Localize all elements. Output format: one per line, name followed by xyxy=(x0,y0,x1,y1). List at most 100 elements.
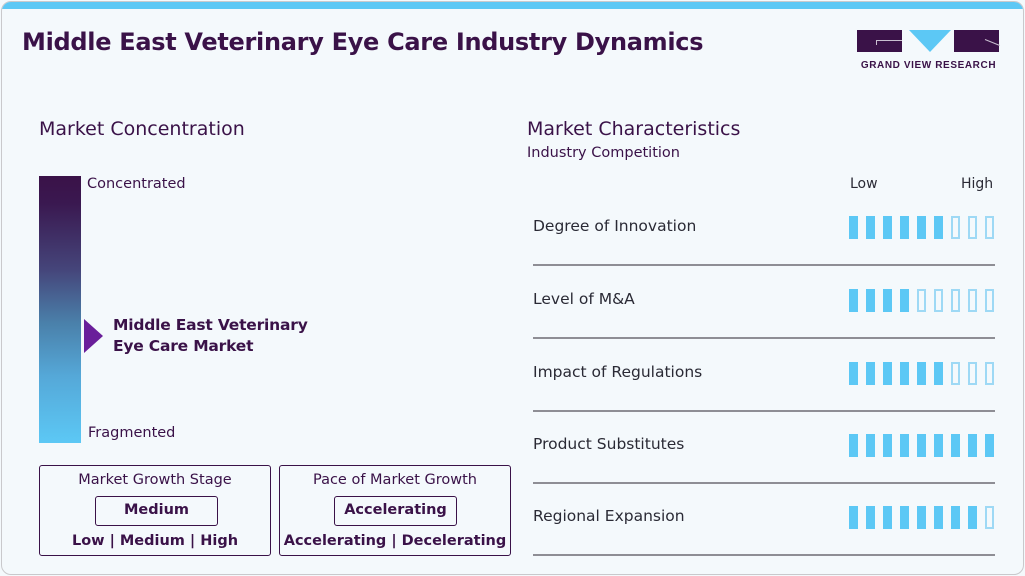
grand-view-research-logo: GRAND VIEW RESEARCH xyxy=(857,30,1001,72)
rating-meter xyxy=(849,289,994,312)
characteristic-label: Level of M&A xyxy=(533,290,635,308)
concentrated-label: Concentrated xyxy=(87,176,186,192)
meter-segment-filled xyxy=(900,434,909,457)
meter-segment-filled xyxy=(849,362,858,385)
row-divider xyxy=(533,554,995,556)
option-medium: Medium xyxy=(119,533,185,549)
meter-segment-filled xyxy=(917,362,926,385)
meter-segment-empty xyxy=(968,216,977,239)
meter-segment-filled xyxy=(951,434,960,457)
meter-segment-filled xyxy=(883,362,892,385)
market-characteristics-title: Market Characteristics xyxy=(527,118,741,140)
meter-segment-filled xyxy=(900,289,909,312)
characteristic-row: Regional Expansion xyxy=(533,506,995,574)
meter-segment-filled xyxy=(866,289,875,312)
meter-segment-empty xyxy=(951,289,960,312)
growth-stage-options: Low | Medium | High xyxy=(40,533,270,549)
meter-segment-filled xyxy=(968,434,977,457)
meter-segment-filled xyxy=(934,506,943,529)
option-high: High xyxy=(200,533,239,549)
row-divider xyxy=(533,410,995,412)
pace-of-market-growth-box: Pace of Market Growth Accelerating Accel… xyxy=(279,465,511,556)
meter-segment-filled xyxy=(900,362,909,385)
growth-stage-value: Medium xyxy=(95,496,218,526)
characteristic-row: Degree of Innovation xyxy=(533,216,995,289)
logo-text: GRAND VIEW RESEARCH xyxy=(860,60,997,71)
meter-segment-filled xyxy=(900,506,909,529)
rating-meter xyxy=(849,216,994,239)
industry-competition-subtitle: Industry Competition xyxy=(527,145,680,161)
meter-segment-filled xyxy=(883,506,892,529)
logo-g-stroke xyxy=(876,40,902,41)
meter-segment-empty xyxy=(917,289,926,312)
growth-pace-options: Accelerating | Decelerating xyxy=(280,533,510,549)
meter-segment-filled xyxy=(849,289,858,312)
meter-segment-filled xyxy=(917,216,926,239)
meter-segment-filled xyxy=(866,362,875,385)
growth-pace-value: Accelerating xyxy=(334,496,457,526)
row-divider xyxy=(533,264,995,266)
separator: | xyxy=(109,533,115,549)
characteristic-label: Product Substitutes xyxy=(533,435,685,453)
meter-segment-filled xyxy=(883,434,892,457)
meter-segment-empty xyxy=(934,289,943,312)
market-name-line-1: Middle East Veterinary xyxy=(113,316,308,334)
scale-high-label: High xyxy=(961,176,994,192)
market-position-pointer-icon xyxy=(84,319,103,353)
meter-segment-filled xyxy=(985,434,994,457)
row-divider xyxy=(533,337,995,339)
characteristic-row: Level of M&A xyxy=(533,289,995,362)
row-divider xyxy=(533,482,995,484)
characteristic-label: Impact of Regulations xyxy=(533,363,703,381)
rating-meter xyxy=(849,506,994,529)
rating-meter xyxy=(849,434,994,457)
meter-segment-filled xyxy=(917,506,926,529)
meter-segment-filled xyxy=(900,216,909,239)
top-accent-strip xyxy=(2,2,1023,9)
meter-segment-filled xyxy=(866,216,875,239)
logo-g-stroke-vertical xyxy=(876,40,877,45)
meter-segment-empty xyxy=(951,362,960,385)
scale-low-label: Low xyxy=(850,176,878,192)
meter-segment-filled xyxy=(934,434,943,457)
market-concentration-title: Market Concentration xyxy=(39,118,245,140)
meter-segment-empty xyxy=(951,216,960,239)
meter-segment-filled xyxy=(883,216,892,239)
meter-segment-filled xyxy=(866,434,875,457)
option-low: Low xyxy=(71,533,105,549)
meter-segment-empty xyxy=(985,216,994,239)
growth-stage-title: Market Growth Stage xyxy=(78,472,232,488)
separator: | xyxy=(391,533,397,549)
meter-segment-filled xyxy=(968,506,977,529)
meter-segment-empty xyxy=(985,289,994,312)
meter-segment-empty xyxy=(968,362,977,385)
meter-segment-filled xyxy=(934,216,943,239)
meter-segment-empty xyxy=(968,289,977,312)
market-position-label: Middle East Veterinary Eye Care Market xyxy=(113,315,308,357)
meter-segment-filled xyxy=(951,506,960,529)
meter-segment-empty xyxy=(985,362,994,385)
option-accelerating: Accelerating xyxy=(283,533,387,549)
option-decelerating: Decelerating xyxy=(401,533,507,549)
meter-segment-filled xyxy=(883,289,892,312)
page-title: Middle East Veterinary Eye Care Industry… xyxy=(22,28,704,56)
meter-segment-empty xyxy=(985,506,994,529)
meter-segment-filled xyxy=(866,506,875,529)
characteristic-row: Impact of Regulations xyxy=(533,362,995,435)
meter-segment-filled xyxy=(849,506,858,529)
meter-segment-filled xyxy=(934,362,943,385)
meter-segment-filled xyxy=(849,216,858,239)
meter-segment-filled xyxy=(849,434,858,457)
logo-r-block-icon xyxy=(954,30,999,52)
fragmented-label: Fragmented xyxy=(88,425,176,441)
rating-meter xyxy=(849,362,994,385)
concentration-gradient-bar xyxy=(39,176,81,443)
growth-pace-title: Pace of Market Growth xyxy=(312,472,477,488)
characteristic-row: Product Substitutes xyxy=(533,434,995,507)
logo-v-triangle-icon xyxy=(909,30,951,52)
logo-g-block-icon xyxy=(857,30,902,52)
separator: | xyxy=(189,533,196,549)
meter-segment-filled xyxy=(917,434,926,457)
characteristic-label: Degree of Innovation xyxy=(533,217,697,235)
